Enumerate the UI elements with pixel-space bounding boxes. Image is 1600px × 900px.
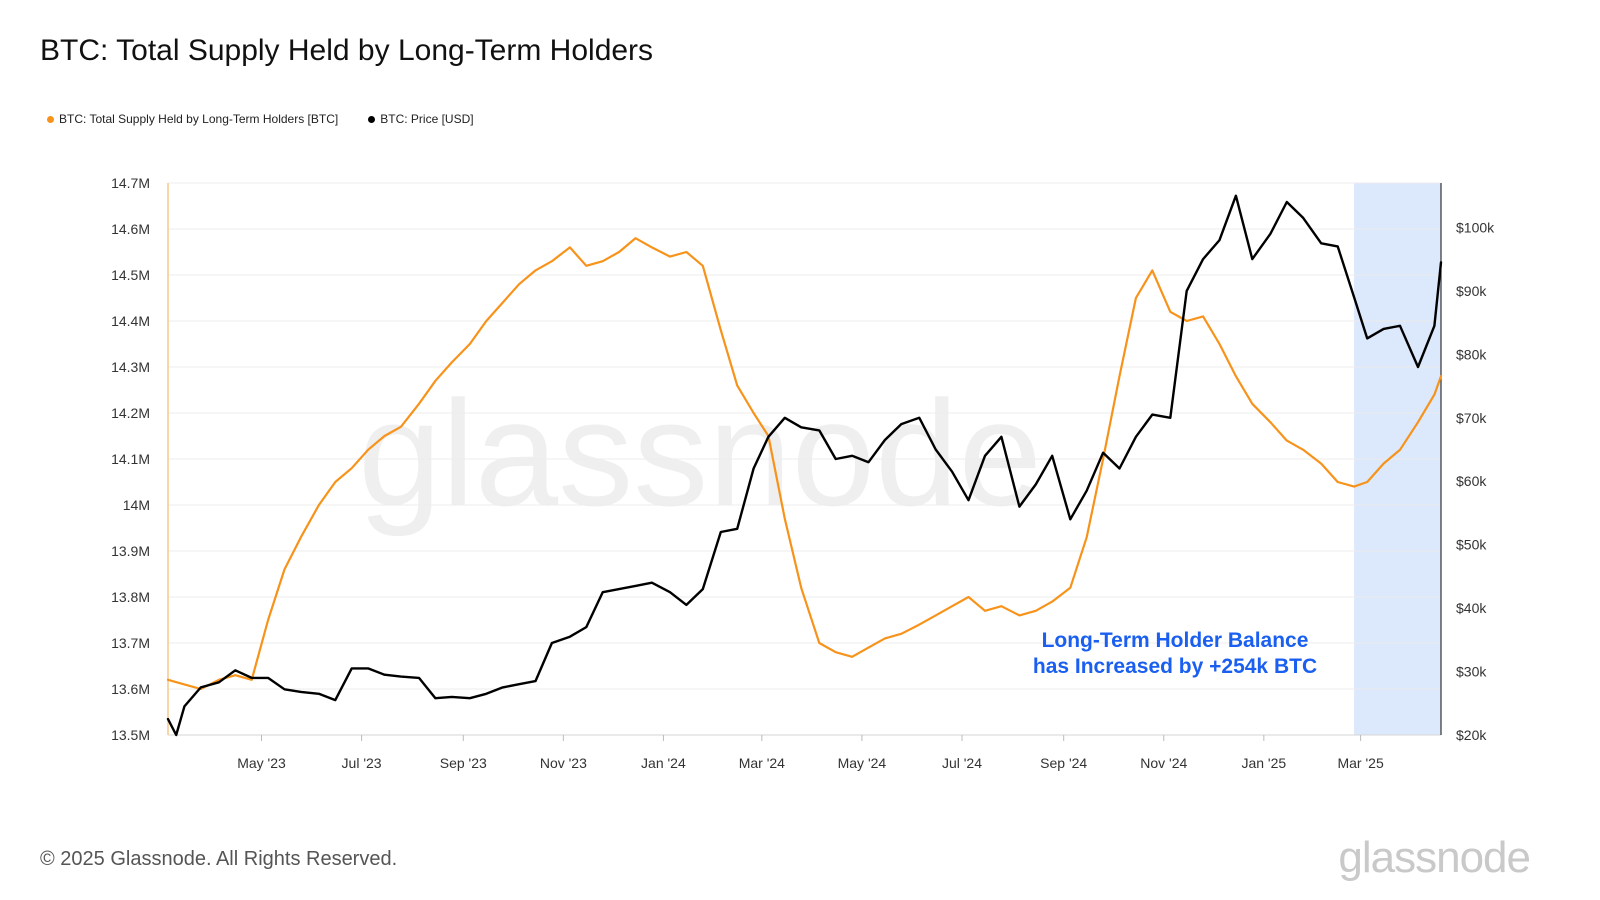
y-right-tick-label: $50k [1456, 537, 1487, 553]
footer-copyright: © 2025 Glassnode. All Rights Reserved. [40, 848, 398, 870]
y-left-tick-label: 13.8M [111, 589, 150, 605]
x-tick-label: Nov '24 [1140, 755, 1187, 771]
legend-item-price[interactable]: BTC: Price [USD] [368, 112, 474, 126]
legend: BTC: Total Supply Held by Long-Term Hold… [47, 112, 474, 126]
y-right-tick-label: $20k [1456, 727, 1487, 743]
y-right-tick-label: $60k [1456, 473, 1487, 489]
x-tick-label: Sep '24 [1040, 755, 1087, 771]
x-tick-label: Jan '24 [641, 755, 686, 771]
y-right-tick-label: $80k [1456, 346, 1487, 362]
x-tick-label: Mar '25 [1337, 755, 1383, 771]
annotation-line: Long-Term Holder Balance [1042, 629, 1309, 652]
x-tick-label: Jul '24 [942, 755, 982, 771]
x-tick-label: Jul '23 [342, 755, 382, 771]
y-left-tick-label: 14.6M [111, 221, 150, 237]
x-tick-label: Sep '23 [440, 755, 487, 771]
legend-label-lth-supply: BTC: Total Supply Held by Long-Term Hold… [59, 112, 339, 126]
y-left-tick-label: 13.5M [111, 727, 150, 743]
x-tick-label: May '23 [237, 755, 286, 771]
y-left-tick-label: 14.1M [111, 451, 150, 467]
y-left-tick-label: 14.4M [111, 313, 150, 329]
y-left-tick-label: 14M [123, 497, 150, 513]
annotation-line: has Increased by +254k BTC [1033, 655, 1317, 678]
x-tick-label: May '24 [838, 755, 887, 771]
y-right-tick-label: $100k [1456, 219, 1495, 235]
y-right-tick-label: $70k [1456, 410, 1487, 426]
glassnode-logo: glassnode [1338, 833, 1531, 882]
y-left-tick-label: 14.7M [111, 175, 150, 191]
legend-dot-orange [47, 115, 54, 123]
y-left-tick-label: 13.9M [111, 543, 150, 559]
legend-label-price: BTC: Price [USD] [380, 112, 474, 126]
x-tick-label: Jan '25 [1241, 755, 1286, 771]
series-line-price [166, 194, 1443, 737]
series-line-lth-supply [166, 237, 1443, 691]
x-tick-label: Mar '24 [739, 755, 785, 771]
legend-item-lth-supply[interactable]: BTC: Total Supply Held by Long-Term Hold… [47, 112, 338, 126]
chart-title: BTC: Total Supply Held by Long-Term Hold… [40, 34, 654, 67]
y-left-tick-label: 14.3M [111, 359, 150, 375]
x-tick-label: Nov '23 [540, 755, 587, 771]
legend-dot-black [368, 115, 376, 123]
watermark-text: glassnode [358, 369, 1042, 537]
y-right-tick-label: $40k [1456, 600, 1487, 616]
y-right-tick-label: $90k [1456, 283, 1487, 299]
y-left-tick-label: 13.6M [111, 681, 150, 697]
y-right-tick-label: $30k [1456, 664, 1487, 680]
y-left-tick-label: 14.2M [111, 405, 150, 421]
y-left-tick-label: 14.5M [111, 267, 150, 283]
y-left-tick-label: 13.7M [111, 635, 150, 651]
